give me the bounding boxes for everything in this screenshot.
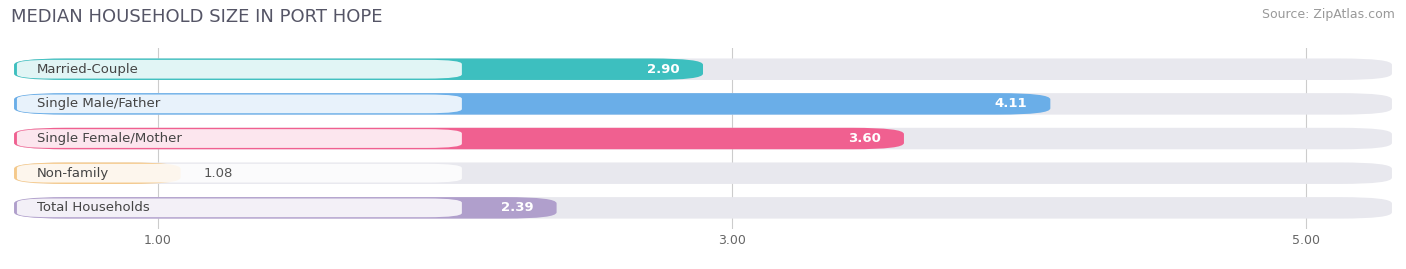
Text: Married-Couple: Married-Couple	[37, 63, 139, 76]
FancyBboxPatch shape	[14, 58, 703, 80]
FancyBboxPatch shape	[14, 162, 1392, 184]
FancyBboxPatch shape	[14, 162, 180, 184]
FancyBboxPatch shape	[14, 58, 1392, 80]
Text: 3.60: 3.60	[848, 132, 882, 145]
Text: 2.39: 2.39	[501, 201, 534, 214]
FancyBboxPatch shape	[17, 129, 463, 148]
FancyBboxPatch shape	[14, 93, 1392, 115]
FancyBboxPatch shape	[14, 197, 1392, 219]
FancyBboxPatch shape	[14, 128, 904, 149]
FancyBboxPatch shape	[14, 197, 557, 219]
Text: Single Male/Father: Single Male/Father	[37, 97, 160, 110]
Text: 2.90: 2.90	[647, 63, 681, 76]
FancyBboxPatch shape	[17, 199, 463, 217]
Text: Non-family: Non-family	[37, 167, 110, 180]
Text: MEDIAN HOUSEHOLD SIZE IN PORT HOPE: MEDIAN HOUSEHOLD SIZE IN PORT HOPE	[11, 8, 382, 26]
FancyBboxPatch shape	[14, 93, 1050, 115]
Text: 4.11: 4.11	[995, 97, 1028, 110]
FancyBboxPatch shape	[17, 94, 463, 113]
Text: 1.08: 1.08	[204, 167, 233, 180]
Text: Total Households: Total Households	[37, 201, 150, 214]
FancyBboxPatch shape	[17, 60, 463, 79]
Text: Source: ZipAtlas.com: Source: ZipAtlas.com	[1261, 8, 1395, 21]
Text: Single Female/Mother: Single Female/Mother	[37, 132, 181, 145]
FancyBboxPatch shape	[17, 164, 463, 183]
FancyBboxPatch shape	[14, 128, 1392, 149]
